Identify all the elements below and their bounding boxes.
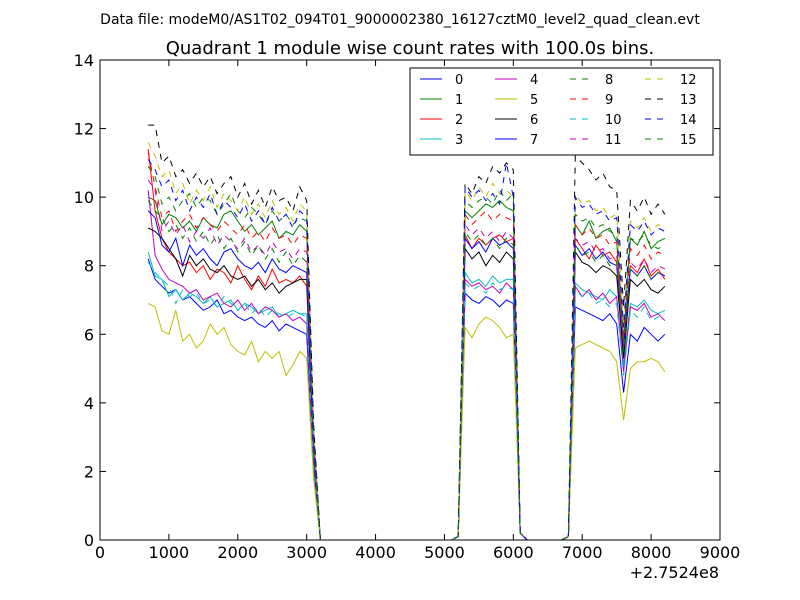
series-line-1 xyxy=(147,196,666,541)
x-tick-label: 9000 xyxy=(700,543,741,562)
x-tick-label: 8000 xyxy=(631,543,672,562)
x-offset-label: +2.7524e8 xyxy=(630,563,719,582)
series-line-13 xyxy=(148,124,666,541)
legend-label-8: 8 xyxy=(605,73,613,88)
y-tick-label: 14 xyxy=(74,51,94,70)
x-tick-label: 6000 xyxy=(493,543,534,562)
y-tick-label: 2 xyxy=(84,462,94,481)
y-tick-label: 6 xyxy=(84,325,94,344)
legend-label-7: 7 xyxy=(530,133,538,148)
x-tick-label: 3000 xyxy=(286,543,327,562)
legend-label-9: 9 xyxy=(605,93,613,108)
legend-label-4: 4 xyxy=(530,73,538,88)
x-tick-label: 5000 xyxy=(424,543,465,562)
legend-label-11: 11 xyxy=(605,133,622,148)
legend-label-2: 2 xyxy=(455,113,463,128)
x-tick-label: 0 xyxy=(95,543,105,562)
y-tick-label: 12 xyxy=(74,120,94,139)
legend-label-15: 15 xyxy=(680,133,697,148)
legend-label-12: 12 xyxy=(680,73,697,88)
x-tick-label: 4000 xyxy=(355,543,396,562)
series-line-12 xyxy=(147,142,666,541)
y-tick-label: 0 xyxy=(84,531,94,550)
series-line-15 xyxy=(147,200,666,541)
series-line-14 xyxy=(147,159,666,541)
legend-label-13: 13 xyxy=(680,93,697,108)
plot-frame xyxy=(99,59,721,541)
series-line-11 xyxy=(147,179,666,541)
plot-lines xyxy=(147,124,666,541)
legend-label-6: 6 xyxy=(530,113,538,128)
x-tick-label: 1000 xyxy=(149,543,190,562)
axis-ticks: 0 1000 2000 3000 4000 5000 6000 7000 8000 9000 0 2 4… xyxy=(74,51,741,562)
chart-suptitle: Data file: modeM0/AS1T02_094T01_90000023… xyxy=(100,12,700,28)
series-line-5 xyxy=(147,302,666,541)
x-tick-label: 2000 xyxy=(217,543,258,562)
series-line-9 xyxy=(147,152,666,541)
series-line-2 xyxy=(147,149,666,541)
legend-label-5: 5 xyxy=(530,93,538,108)
legend-label-3: 3 xyxy=(455,133,463,148)
legend-label-1: 1 xyxy=(455,93,463,108)
legend-label-10: 10 xyxy=(605,113,622,128)
legend-label-0: 0 xyxy=(455,73,463,88)
y-tick-label: 8 xyxy=(84,257,94,276)
series-line-7 xyxy=(147,210,666,541)
chart-title: Quadrant 1 module wise count rates with … xyxy=(166,38,655,59)
x-tick-label: 7000 xyxy=(562,543,603,562)
legend-label-14: 14 xyxy=(680,113,697,128)
y-tick-label: 4 xyxy=(84,394,94,413)
series-line-3 xyxy=(147,251,666,541)
legend-box xyxy=(409,67,714,156)
y-tick-label: 10 xyxy=(74,188,94,207)
series-line-0 xyxy=(147,258,666,541)
